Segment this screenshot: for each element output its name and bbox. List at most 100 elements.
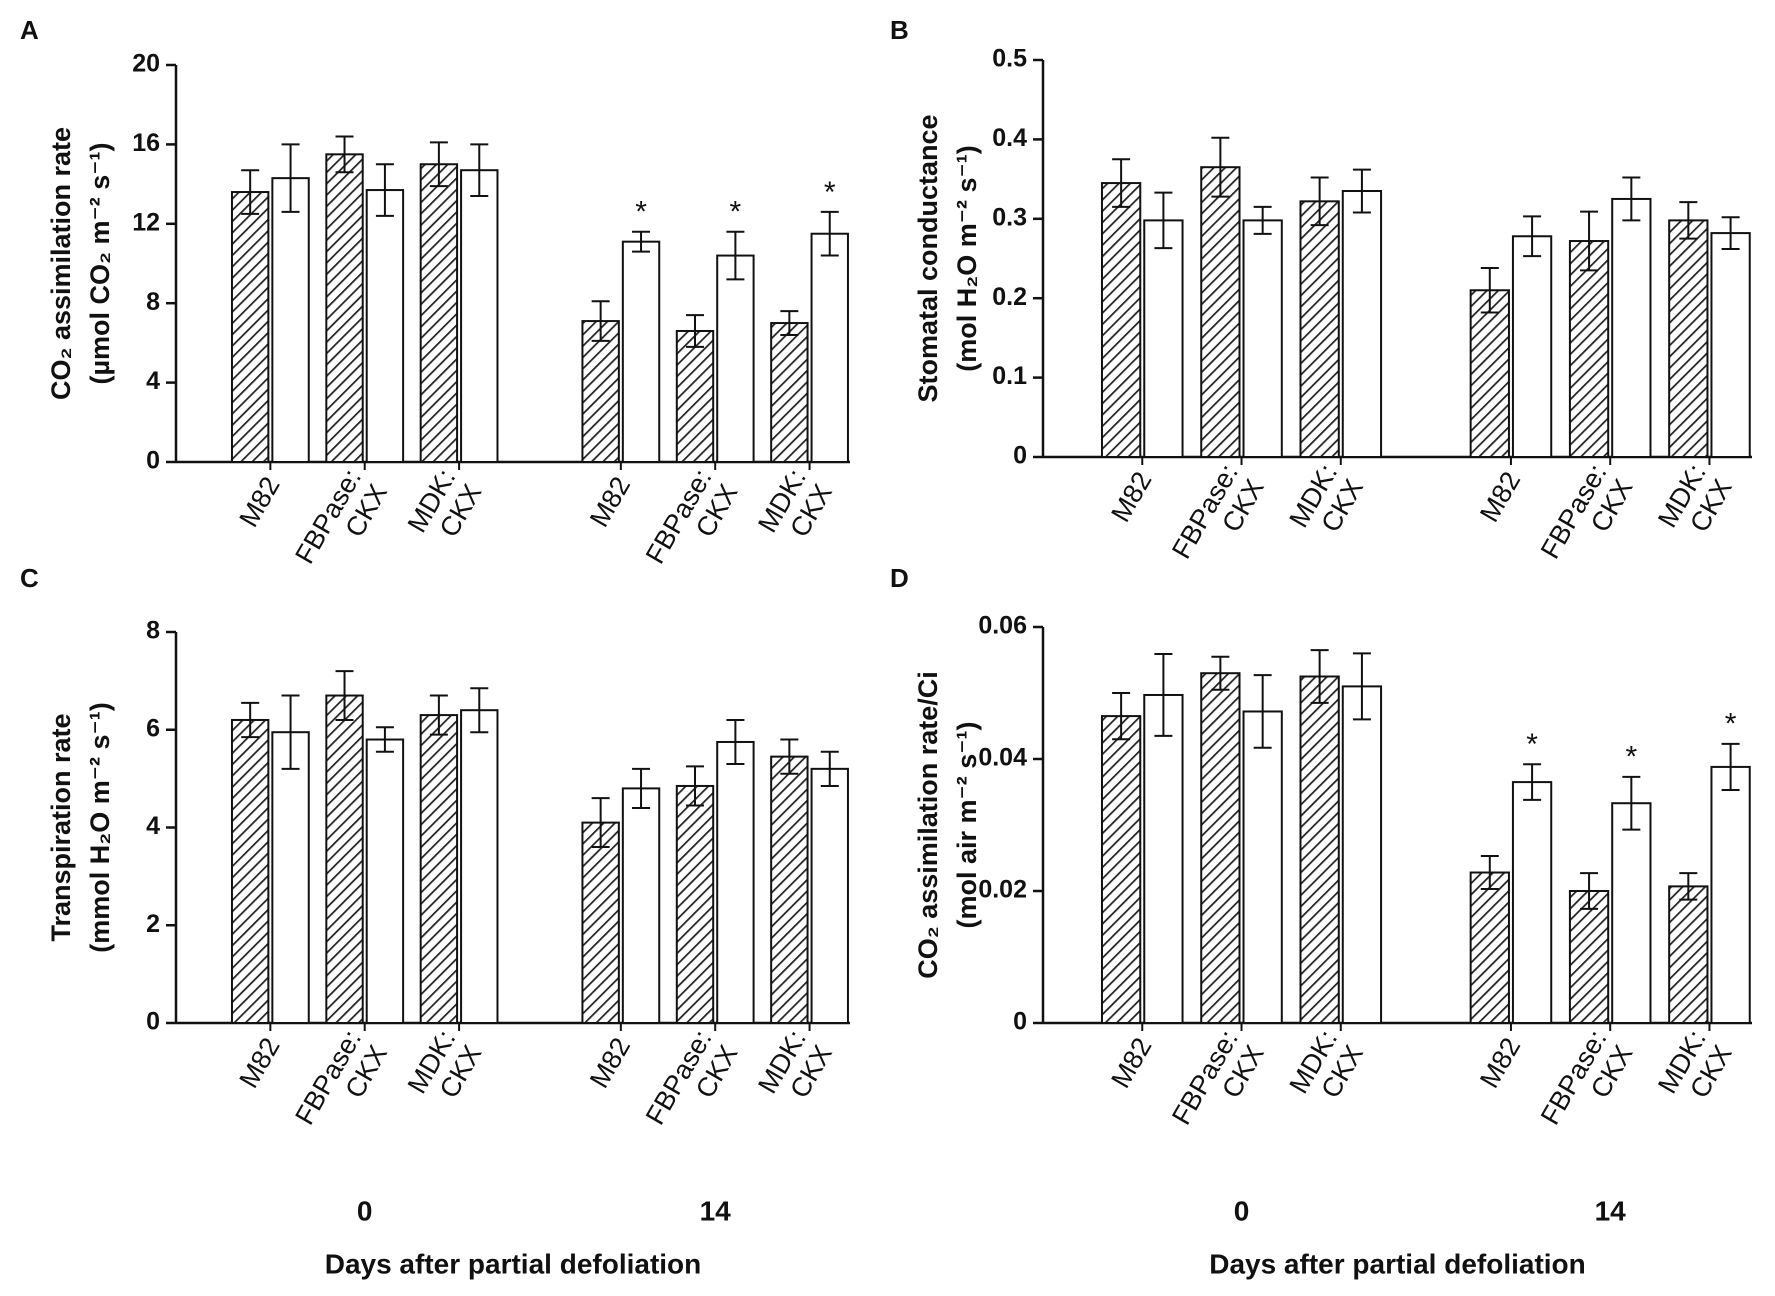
bar <box>621 240 661 463</box>
bar <box>1710 765 1751 1024</box>
bar <box>1511 235 1553 458</box>
y-axis-label: (mmol H₂O m⁻² s⁻¹) <box>85 702 115 953</box>
group-label: 0 <box>357 1195 373 1226</box>
significance: * <box>824 176 836 209</box>
bar <box>770 322 809 463</box>
bar <box>770 755 809 1024</box>
y-tick-label: 0.5 <box>992 45 1027 73</box>
bar <box>1299 675 1340 1024</box>
y-tick-label: 2 <box>146 910 160 938</box>
y-axis-label: (µmol CO₂ m⁻² s⁻¹) <box>85 142 115 384</box>
x-tick-label: M82 <box>1474 1033 1526 1093</box>
x-tick-label: M82 <box>1105 1033 1157 1093</box>
bar <box>230 718 270 1024</box>
y-tick-label: 12 <box>132 208 160 236</box>
significance: * <box>635 196 647 229</box>
bar <box>1341 685 1383 1025</box>
y-axis-label: CO₂ assimilation rate/Ci <box>913 671 943 979</box>
group-label: 0 <box>1234 1195 1250 1226</box>
y-tick-label: 0 <box>1013 1008 1027 1036</box>
y-axis-label: (mol air m⁻² s⁻¹) <box>952 721 982 928</box>
bar <box>1511 781 1553 1024</box>
x-axis-label: Days after partial defoliation <box>1209 1248 1586 1279</box>
y-tick-label: 4 <box>146 367 160 395</box>
x-tick-label: M82 <box>584 1033 636 1093</box>
bar <box>1200 166 1241 458</box>
y-tick-label: 0.4 <box>992 124 1027 152</box>
x-axis-label: Days after partial defoliation <box>325 1248 702 1279</box>
y-tick-label: 8 <box>146 617 160 645</box>
bar <box>675 329 715 463</box>
x-tick-label: M82 <box>584 472 636 532</box>
y-axis-label: Stomatal conductance <box>913 114 943 402</box>
bar <box>1242 219 1283 458</box>
bar <box>271 177 310 464</box>
bar <box>460 169 499 464</box>
bar <box>581 821 620 1024</box>
bar <box>1469 289 1510 459</box>
bar <box>1242 710 1283 1024</box>
bar <box>1668 219 1709 458</box>
bar <box>365 189 405 463</box>
bar <box>419 714 459 1025</box>
bar <box>810 232 849 463</box>
y-tick-label: 6 <box>146 714 160 742</box>
y-tick-label: 0 <box>146 447 160 475</box>
panel-label: A <box>20 15 39 45</box>
y-tick-label: 20 <box>132 50 160 78</box>
y-tick-label: 0.06 <box>978 612 1027 640</box>
significance: * <box>1526 728 1538 761</box>
y-tick-label: 8 <box>146 288 160 316</box>
y-tick-label: 0 <box>146 1008 160 1036</box>
significance: * <box>1625 741 1637 774</box>
significance: * <box>1725 708 1737 741</box>
bar <box>1668 885 1709 1024</box>
bar <box>1710 232 1751 458</box>
bar <box>1100 182 1142 458</box>
bar <box>716 254 755 463</box>
panel-label: D <box>890 563 909 593</box>
y-tick-label: 0 <box>1013 442 1027 470</box>
group-label: 14 <box>1595 1195 1627 1226</box>
bar <box>1469 871 1510 1025</box>
bar <box>365 738 405 1025</box>
bar <box>230 191 270 463</box>
bar <box>1568 890 1610 1024</box>
bar <box>1341 190 1383 458</box>
y-axis-label: Transpiration rate <box>46 713 76 941</box>
panel-label: B <box>890 15 909 45</box>
y-tick-label: 0.1 <box>992 362 1027 390</box>
bar <box>1100 715 1142 1024</box>
bar <box>810 767 849 1024</box>
bar <box>581 320 620 463</box>
x-tick-label: M82 <box>1474 467 1526 527</box>
bar <box>1200 672 1241 1024</box>
bar <box>1611 802 1652 1024</box>
group-label: 14 <box>700 1195 732 1226</box>
significance: * <box>730 196 742 229</box>
bar <box>325 694 364 1024</box>
bar <box>1143 219 1184 458</box>
y-tick-label: 0.2 <box>992 283 1027 311</box>
bar <box>271 731 310 1024</box>
bar <box>419 163 459 463</box>
bar <box>675 784 715 1024</box>
y-axis-label: CO₂ assimilation rate <box>46 127 76 400</box>
y-tick-label: 0.02 <box>978 876 1027 904</box>
bar <box>621 787 661 1025</box>
y-axis-label: (mol H₂O m⁻² s⁻¹) <box>952 145 982 372</box>
bar <box>1299 200 1340 458</box>
bar <box>716 740 755 1024</box>
x-tick-label: M82 <box>233 472 285 532</box>
bar <box>1611 197 1652 458</box>
bar <box>1568 240 1610 458</box>
bar <box>1143 693 1184 1024</box>
y-tick-label: 0.04 <box>978 744 1027 772</box>
x-tick-label: M82 <box>233 1033 285 1093</box>
bar <box>325 153 364 463</box>
y-tick-label: 16 <box>132 129 160 157</box>
y-tick-label: 4 <box>146 812 160 840</box>
y-tick-label: 0.3 <box>992 203 1027 231</box>
panel-label: C <box>20 563 39 593</box>
